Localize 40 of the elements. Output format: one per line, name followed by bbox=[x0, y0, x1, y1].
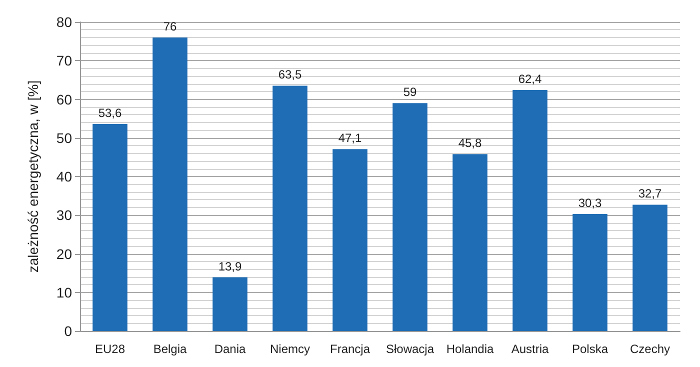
data-label: 47,1 bbox=[338, 131, 362, 146]
y-tick-label: 0 bbox=[64, 323, 72, 339]
bar bbox=[92, 124, 128, 331]
data-label: 59 bbox=[403, 85, 417, 100]
bar bbox=[212, 277, 248, 331]
y-tick-label: 50 bbox=[56, 130, 72, 146]
data-label: 13,9 bbox=[218, 259, 242, 274]
data-label: 30,3 bbox=[578, 196, 602, 210]
data-label: 32,7 bbox=[638, 186, 662, 201]
data-label: 53,6 bbox=[98, 106, 122, 120]
x-tick-label: Belgia bbox=[153, 342, 188, 356]
bar bbox=[392, 103, 428, 331]
bar bbox=[632, 204, 668, 331]
y-tick-label: 70 bbox=[56, 52, 72, 69]
y-tick-label: 10 bbox=[56, 284, 72, 300]
x-tick-label: Dania bbox=[214, 342, 246, 356]
data-label: 63,5 bbox=[278, 68, 302, 82]
data-label: 76 bbox=[163, 19, 177, 34]
bar bbox=[572, 214, 608, 331]
x-tick-label: Austria bbox=[511, 342, 549, 356]
x-tick-label: Niemcy bbox=[270, 342, 310, 356]
x-tick-label: EU28 bbox=[94, 342, 126, 356]
data-label: 62,4 bbox=[518, 72, 542, 86]
x-tick-label: Francja bbox=[330, 342, 370, 356]
bar bbox=[452, 154, 488, 331]
y-axis-title: zależność energetyczna, w [%] bbox=[25, 80, 41, 273]
bar bbox=[512, 90, 548, 331]
data-label: 45,8 bbox=[458, 136, 482, 150]
x-tick-label: Czechy bbox=[630, 342, 670, 356]
y-tick-label: 80 bbox=[56, 14, 72, 30]
x-tick-label: Polska bbox=[572, 342, 608, 356]
y-tick-label: 40 bbox=[56, 168, 72, 184]
bar bbox=[332, 149, 368, 331]
x-tick-label: Holandia bbox=[446, 342, 494, 356]
bar bbox=[152, 37, 188, 331]
y-tick-label: 30 bbox=[56, 207, 72, 224]
y-tick-label: 60 bbox=[56, 91, 72, 108]
x-tick-label: Słowacja bbox=[386, 342, 434, 356]
bar bbox=[272, 86, 308, 331]
y-tick-label: 20 bbox=[56, 246, 72, 262]
